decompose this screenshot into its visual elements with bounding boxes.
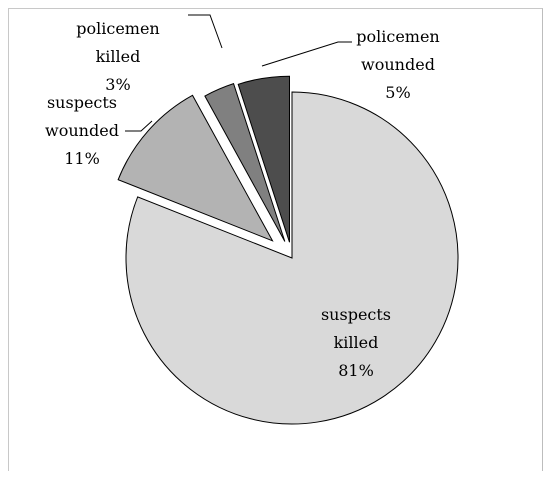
leader-line-suspects-wounded bbox=[125, 120, 153, 132]
pie-slice-policemen-wounded bbox=[237, 75, 290, 243]
slice-label-policemen-killed: policemen killed 3% bbox=[76, 19, 159, 94]
pie-slice-policemen-killed bbox=[204, 82, 286, 242]
slice-label-suspects-killed: suspects killed 81% bbox=[321, 305, 391, 380]
pie-slice-suspects-killed bbox=[125, 91, 459, 425]
leader-line-policemen-killed bbox=[188, 14, 223, 49]
leader-line-policemen-wounded bbox=[261, 41, 352, 67]
pie-slice-suspects-wounded bbox=[117, 94, 274, 242]
slice-label-suspects-wounded: suspects wounded 11% bbox=[45, 93, 119, 168]
slice-label-policemen-wounded: policemen wounded 5% bbox=[356, 27, 439, 102]
